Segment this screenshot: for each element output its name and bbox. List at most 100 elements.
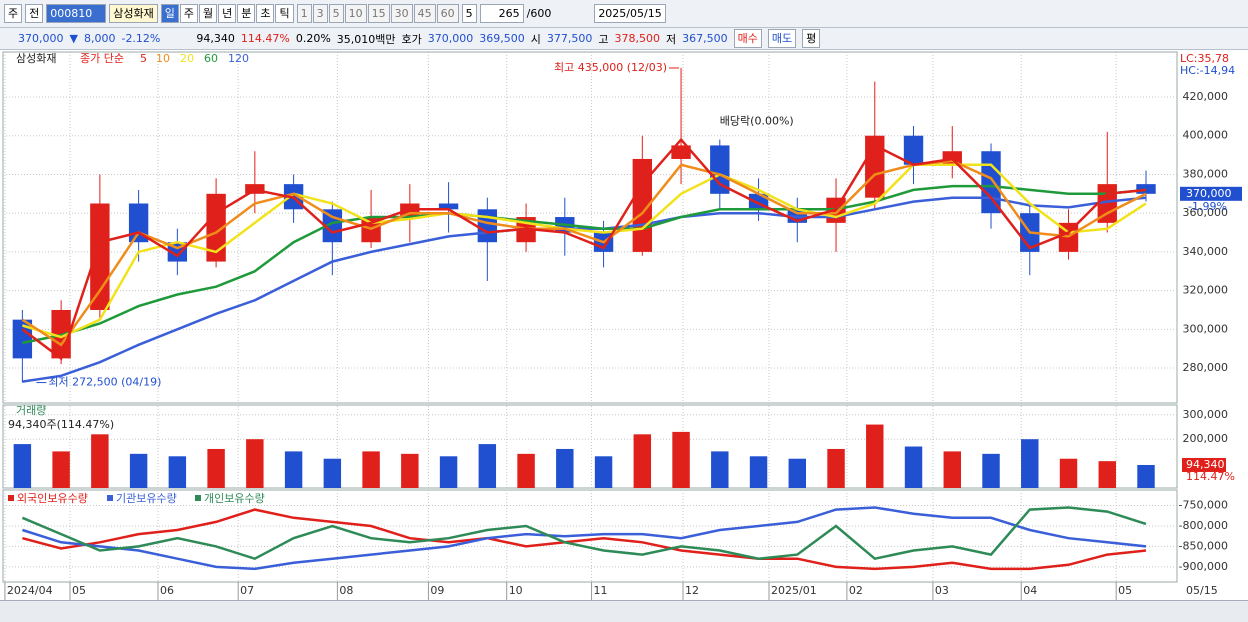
volume-bar (13, 444, 32, 488)
legend-entry: 10 (156, 52, 170, 65)
toolbar-button[interactable]: 월 (198, 4, 218, 23)
candle-body (903, 135, 924, 165)
price: 370,000 (18, 32, 64, 45)
low: 367,500 (682, 32, 728, 45)
toolbar-button[interactable]: 15 (367, 4, 390, 23)
volume-bar (1098, 461, 1116, 488)
toolbar-button[interactable]: 분 (237, 4, 256, 23)
volume-bar (556, 448, 574, 488)
toolbar-button[interactable]: 일 (160, 4, 179, 23)
ma-line (22, 184, 1147, 345)
volume-tag-label: 94,340 (1186, 458, 1225, 471)
volume-bar (478, 444, 497, 488)
open: 377,500 (546, 32, 593, 45)
x-tick-label: 02 (849, 584, 863, 597)
x-tick-label: 12 (685, 584, 699, 597)
buy-button[interactable]: 매수 (733, 29, 762, 48)
avg-button[interactable]: 평 (802, 29, 821, 48)
date[interactable]: 2025/05/15 (594, 4, 666, 23)
toolbar-button[interactable]: 45 (413, 4, 436, 23)
toolbar-button[interactable]: 3 (312, 4, 328, 23)
x-tick-label: 11 (594, 584, 608, 597)
y-tick-label: 300,000 (1183, 408, 1229, 421)
flow-line (22, 506, 1147, 571)
panel-border (2, 404, 1178, 489)
panel-border (2, 489, 1178, 583)
x-tick-label: 07 (240, 584, 254, 597)
candle-body (671, 145, 691, 159)
volume-bar (284, 451, 303, 488)
quote-bar: 370,000 ▼ 8,000 -2.12% 94,340 114.47% 0.… (0, 28, 1248, 50)
change-pct: -2.12% (121, 32, 161, 45)
legend-entry: 기관보유수량 (116, 492, 177, 505)
legend-entry: 20 (180, 52, 194, 65)
y-tick-label: -850,000 (1179, 539, 1228, 552)
ma-line (21, 159, 1147, 347)
x-tick-label: 08 (339, 584, 353, 597)
volume-bar (439, 456, 458, 488)
y-tick-label: 380,000 (1183, 167, 1229, 180)
y-tick-label: 420,000 (1183, 90, 1229, 103)
toolbar-button[interactable]: 10 (344, 4, 367, 23)
legend-entry: 외국인보유수량 (17, 492, 88, 505)
price-tag (1180, 186, 1242, 201)
legend-entry: 120 (228, 52, 249, 65)
y-tick-label: 280,000 (1183, 361, 1229, 374)
open-label: 시 (530, 32, 541, 46)
prev[interactable]: 전 (25, 4, 44, 23)
legend-swatch (107, 495, 113, 501)
annotation-low: 최저 272,500 (04/19) (48, 376, 161, 389)
toolbar-button[interactable]: 60 (436, 4, 459, 23)
volume-bar (711, 451, 729, 488)
x-tick-label: 10 (509, 584, 523, 597)
y-tick-label: -750,000 (1179, 499, 1228, 512)
arrow: ▼ (69, 32, 78, 45)
count[interactable]: 265 (479, 4, 524, 23)
volume-bar (401, 453, 419, 488)
toolbar-button[interactable]: 틱 (275, 4, 294, 23)
volume-tag-ratio: 114.47% (1186, 470, 1235, 483)
panel-title: 거래량 (16, 404, 46, 417)
toolbar-button[interactable]: 30 (390, 4, 413, 23)
volume-bar (982, 453, 1000, 488)
toolbar-button[interactable]: 초 (256, 4, 275, 23)
x-tick-label: 06 (160, 584, 174, 597)
legend-swatch (8, 495, 14, 501)
toolbar-button[interactable]: 년 (218, 4, 237, 23)
intervals: 1 3 5 10 15 30 45 60 (296, 4, 459, 23)
scrollbar[interactable] (0, 600, 1248, 622)
ma-line (21, 137, 1147, 361)
x-end-label: 05/15 (1186, 584, 1218, 597)
toolbar-button[interactable]: 주 (179, 4, 198, 23)
volume-bar (1059, 458, 1078, 488)
legend-entry: 5 (140, 52, 147, 65)
y-tick-label: 200,000 (1183, 432, 1229, 445)
volume-bar (749, 456, 768, 488)
volume-bar (633, 434, 652, 488)
toolbar-button[interactable]: 1 (296, 4, 312, 23)
x-tick-label: 09 (430, 584, 444, 597)
high: 378,500 (614, 32, 661, 45)
y-tick-label: 320,000 (1183, 284, 1229, 297)
volume-bar (246, 439, 264, 488)
volume-bar (1021, 439, 1039, 488)
sell-button[interactable]: 매도 (767, 29, 797, 48)
market[interactable]: 주 (4, 4, 23, 23)
legend-entry: 60 (204, 52, 218, 65)
candle-body (438, 203, 459, 210)
volume-bar (323, 458, 342, 488)
panel-title: 삼성화재 (16, 52, 56, 65)
interval[interactable]: 5 (461, 4, 477, 23)
stock-name[interactable]: 삼성화재 (109, 4, 158, 23)
code-input[interactable]: 000810 (46, 4, 107, 23)
x-tick-label: 05 (72, 584, 86, 597)
turnover: 0.20% (295, 32, 331, 45)
high-label: 고 (598, 32, 609, 46)
toolbar-button[interactable]: 5 (328, 4, 344, 23)
x-tick-label: 04 (1023, 584, 1037, 597)
candle-body (477, 209, 498, 243)
volume-bar (943, 451, 961, 488)
volume-tag (1182, 457, 1226, 472)
